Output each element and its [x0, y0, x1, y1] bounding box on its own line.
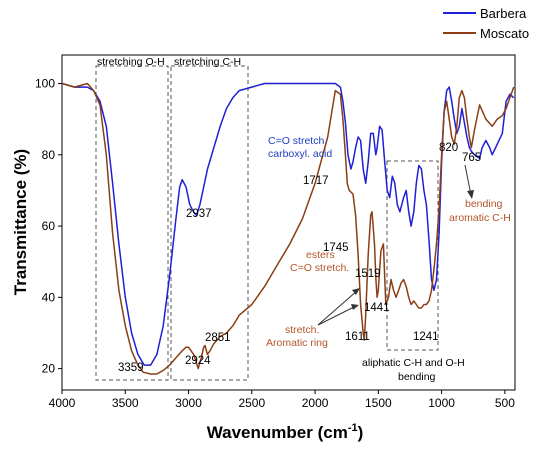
series-line-barbera — [61, 82, 515, 366]
peak-label-1745: 1745 — [323, 242, 349, 254]
annotation-aromatic-ring: Aromatic ring — [266, 337, 328, 349]
peak-label-1519: 1519 — [355, 268, 381, 280]
annotation-aliphatic: aliphatic C-H and O-H — [362, 357, 465, 369]
x-axis-title: Wavenumber (cm-1) — [207, 422, 364, 442]
arrow-aromatic-ring-1-head — [352, 288, 360, 295]
arrow-aromatic-ring-1 — [317, 289, 359, 326]
oh-stretch-box — [95, 65, 169, 381]
y-tick-label: 40 — [42, 290, 56, 304]
plot-frame — [61, 54, 516, 391]
x-tick-label: 3500 — [112, 396, 139, 410]
peak-label-2924: 2924 — [185, 355, 211, 367]
peak-label-765: 765 — [462, 152, 481, 164]
peak-label-3359: 3359 — [118, 362, 144, 374]
y-axis-ticks: 20 40 60 80 100 — [35, 77, 62, 376]
annotation-stretching-ch: stretching C-H — [174, 56, 241, 68]
annotation-bending-aromatic: bending — [465, 198, 503, 210]
arrow-aromatic-ring-2 — [317, 305, 357, 326]
x-tick-label: 1500 — [365, 396, 392, 410]
series-lines — [61, 82, 515, 375]
annotation-co-stretch-blue: C=O stretch. — [268, 135, 327, 147]
legend-label-barbera: Barbera — [480, 6, 527, 21]
x-axis-title-superscript: -1 — [348, 422, 358, 434]
legend-label-moscato: Moscato — [480, 26, 529, 41]
y-axis-title: Transmittance (%) — [11, 149, 30, 295]
y-tick-label: 60 — [42, 219, 56, 233]
peak-label-820: 820 — [439, 142, 458, 154]
arrow-bending-aromatic — [464, 164, 472, 196]
annotation-aromatic-ch: aromatic C-H — [449, 212, 511, 224]
annotation-co-stretch-brown: C=O stretch. — [290, 262, 349, 274]
x-tick-label: 2000 — [302, 396, 329, 410]
x-tick-label: 4000 — [49, 396, 76, 410]
annotation-bending: bending — [398, 371, 436, 383]
annotation-esters: esters — [306, 249, 335, 261]
x-tick-label: 2500 — [238, 396, 265, 410]
peak-label-2851: 2851 — [205, 332, 231, 344]
y-tick-label: 100 — [35, 77, 55, 91]
series-line-moscato — [61, 82, 515, 375]
annotation-carboxyl-acid: carboxyl. acid — [268, 148, 332, 160]
arrow-aromatic-ring-2-head — [351, 304, 359, 310]
annotation-stretching-oh: stretching O-H — [97, 56, 165, 68]
annotation-stretch: stretch. — [285, 324, 319, 336]
x-axis-ticks: 4000 3500 3000 2500 2000 1500 1000 500 — [49, 390, 515, 410]
peak-label-1611: 1611 — [345, 331, 370, 343]
x-tick-label: 500 — [495, 396, 515, 410]
ch-stretch-box — [170, 65, 249, 381]
y-tick-label: 20 — [42, 362, 56, 376]
peak-label-1717: 1717 — [303, 175, 329, 187]
y-tick-label: 80 — [42, 148, 56, 162]
peak-label-1241: 1241 — [413, 331, 439, 343]
arrow-bending-aromatic-head — [467, 190, 474, 199]
x-tick-label: 3000 — [175, 396, 202, 410]
peak-label-2937: 2937 — [186, 208, 212, 220]
legend: Barbera Moscato — [443, 6, 529, 41]
x-axis-title-close: ) — [358, 423, 364, 442]
peak-label-1441: 1441 — [364, 302, 390, 314]
bending-box — [386, 160, 439, 351]
x-tick-label: 1000 — [428, 396, 455, 410]
